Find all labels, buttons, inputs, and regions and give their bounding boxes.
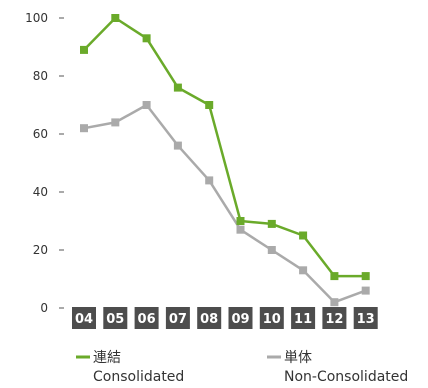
y-tick-label: 60 — [33, 127, 48, 141]
legend-label-consolidated-en: Consolidated — [93, 369, 184, 385]
data-point-0-1 — [111, 14, 120, 22]
legend-item-consolidated: 連結 Consolidated — [76, 350, 184, 385]
data-point-0-7 — [299, 231, 308, 240]
data-point-0-6 — [267, 219, 276, 228]
x-category-label: 09 — [231, 312, 249, 327]
x-category-box — [103, 307, 128, 329]
series-markers — [80, 14, 370, 307]
x-category-box — [291, 307, 316, 329]
data-point-0-8 — [330, 272, 339, 281]
data-point-1-1 — [111, 118, 120, 127]
data-point-0-3 — [173, 83, 182, 92]
y-tick-label: 40 — [33, 185, 48, 199]
x-category-label: 04 — [75, 312, 93, 327]
x-category-label: 12 — [325, 312, 343, 327]
x-category-box — [322, 307, 347, 329]
data-point-1-8 — [330, 298, 339, 307]
data-point-1-3 — [173, 141, 182, 150]
data-point-1-6 — [267, 246, 276, 254]
data-point-1-0 — [80, 124, 88, 133]
legend-item-non-consolidated: 単体 Non-Consolidated — [267, 350, 408, 385]
x-category-box — [353, 307, 378, 329]
data-point-1-9 — [361, 286, 370, 295]
x-category-box — [134, 307, 159, 329]
data-point-0-2 — [142, 34, 151, 43]
x-category-label: 08 — [200, 312, 218, 327]
series-lines — [83, 16, 367, 304]
y-tick-label: 80 — [33, 69, 48, 83]
data-point-0-9 — [361, 272, 370, 281]
data-point-1-5 — [236, 225, 245, 234]
data-point-0-5 — [236, 217, 245, 225]
x-category-box — [228, 307, 253, 329]
data-point-1-7 — [299, 266, 308, 275]
x-axis: 04 05 06 07 08 09 10 11 12 13 — [72, 307, 378, 329]
x-category-label: 13 — [357, 312, 375, 327]
x-category-label: 06 — [138, 312, 156, 327]
y-axis: 0 20 40 60 80 100 — [25, 11, 64, 315]
y-tick-label: 20 — [33, 243, 48, 257]
x-category-label: 11 — [294, 312, 312, 327]
x-category-box — [259, 307, 284, 329]
data-point-0-0 — [80, 45, 88, 54]
series-line-0 — [83, 16, 366, 278]
legend-label-consolidated-jp: 連結 — [93, 350, 121, 366]
x-category-box — [165, 307, 190, 329]
x-category-label: 10 — [263, 312, 281, 327]
legend: 連結 Consolidated 単体 Non-Consolidated — [76, 350, 408, 385]
data-point-1-2 — [142, 101, 151, 109]
x-category-box — [72, 307, 96, 329]
y-tick-label: 0 — [40, 301, 48, 315]
x-category-label: 07 — [169, 312, 187, 327]
legend-label-non-consolidated-jp: 単体 — [284, 350, 312, 366]
data-point-0-4 — [205, 101, 214, 109]
x-category-label: 05 — [106, 312, 124, 327]
legend-label-non-consolidated-en: Non-Consolidated — [284, 369, 408, 385]
y-tick-label: 100 — [25, 11, 48, 25]
series-line-1 — [83, 103, 367, 304]
data-point-1-4 — [205, 176, 214, 185]
x-category-box — [197, 307, 222, 329]
